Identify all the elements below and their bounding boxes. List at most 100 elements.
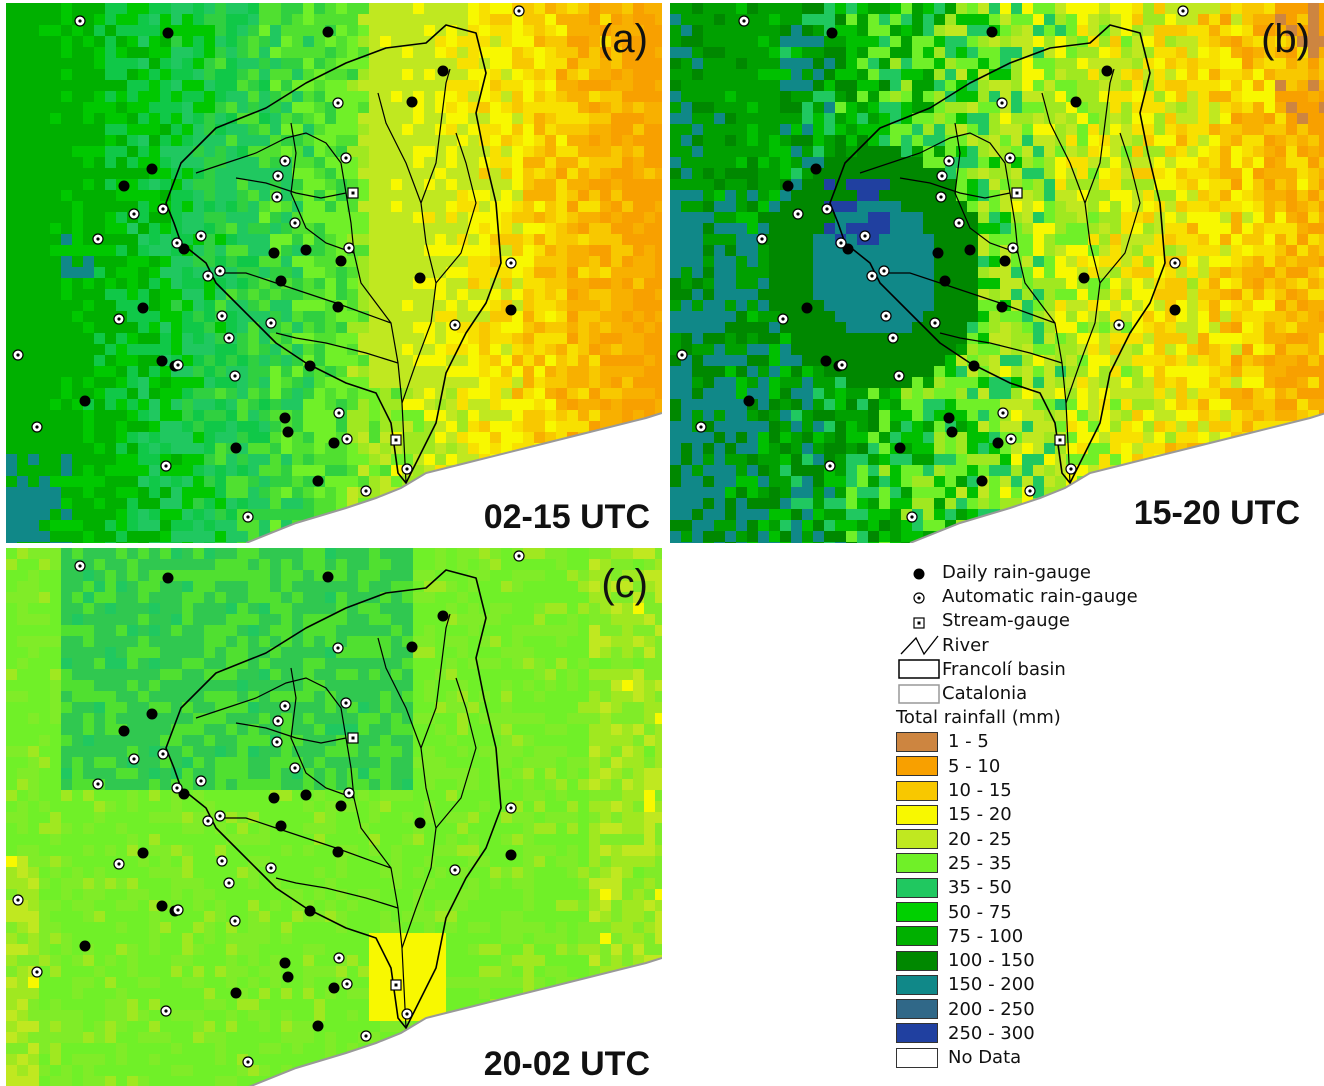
raster-cell bbox=[670, 223, 681, 234]
raster-cell bbox=[824, 223, 835, 234]
raster-cell bbox=[171, 443, 182, 454]
raster-cell bbox=[1110, 190, 1121, 201]
raster-cell bbox=[270, 487, 281, 498]
raster-cell bbox=[127, 410, 138, 421]
raster-cell bbox=[270, 267, 281, 278]
raster-cell bbox=[934, 102, 945, 113]
raster-cell bbox=[204, 234, 215, 245]
raster-cell bbox=[479, 256, 490, 267]
raster-cell bbox=[747, 47, 758, 58]
raster-cell bbox=[578, 91, 589, 102]
raster-cell bbox=[468, 289, 479, 300]
raster-cell bbox=[567, 333, 578, 344]
raster-cell bbox=[545, 355, 556, 366]
raster-cell bbox=[622, 366, 633, 377]
raster-cell bbox=[248, 69, 259, 80]
raster-cell bbox=[846, 47, 857, 58]
raster-cell bbox=[725, 267, 736, 278]
raster-cell bbox=[457, 47, 468, 58]
raster-cell bbox=[703, 322, 714, 333]
raster-cell bbox=[670, 146, 681, 157]
raster-cell bbox=[182, 135, 193, 146]
raster-cell bbox=[1176, 311, 1187, 322]
raster-cell bbox=[1044, 168, 1055, 179]
raster-cell bbox=[901, 102, 912, 113]
daily-rain-gauge bbox=[79, 395, 91, 407]
raster-cell bbox=[347, 333, 358, 344]
raster-cell bbox=[1319, 278, 1324, 289]
raster-cell bbox=[28, 454, 39, 465]
raster-cell bbox=[116, 531, 127, 542]
raster-cell bbox=[479, 113, 490, 124]
raster-cell bbox=[578, 245, 589, 256]
raster-cell bbox=[127, 355, 138, 366]
raster-cell bbox=[94, 377, 105, 388]
raster-cell bbox=[1110, 256, 1121, 267]
raster-cell bbox=[780, 289, 791, 300]
raster-cell bbox=[17, 355, 28, 366]
raster-cell bbox=[567, 245, 578, 256]
raster-cell bbox=[72, 322, 83, 333]
raster-cell bbox=[567, 190, 578, 201]
raster-cell bbox=[1297, 47, 1308, 58]
raster-cell bbox=[1055, 124, 1066, 135]
raster-cell bbox=[171, 14, 182, 25]
raster-cell bbox=[747, 3, 758, 14]
raster-cell bbox=[1231, 58, 1242, 69]
raster-cell bbox=[171, 91, 182, 102]
raster-cell bbox=[292, 47, 303, 58]
raster-cell bbox=[292, 267, 303, 278]
raster-cell bbox=[802, 212, 813, 223]
raster-cell bbox=[655, 124, 662, 135]
raster-cell bbox=[934, 135, 945, 146]
raster-cell bbox=[347, 168, 358, 179]
raster-cell bbox=[479, 245, 490, 256]
raster-cell bbox=[1165, 267, 1176, 278]
raster-cell bbox=[670, 311, 681, 322]
raster-cell bbox=[1176, 256, 1187, 267]
raster-cell bbox=[1022, 146, 1033, 157]
raster-cell bbox=[138, 102, 149, 113]
raster-cell bbox=[204, 399, 215, 410]
raster-cell bbox=[703, 58, 714, 69]
raster-cell bbox=[83, 487, 94, 498]
raster-cell bbox=[325, 234, 336, 245]
raster-cell bbox=[292, 245, 303, 256]
raster-cell bbox=[149, 80, 160, 91]
raster-cell bbox=[369, 256, 380, 267]
raster-cell bbox=[1000, 25, 1011, 36]
raster-cell bbox=[912, 267, 923, 278]
raster-cell bbox=[17, 289, 28, 300]
raster-cell bbox=[1033, 58, 1044, 69]
raster-cell bbox=[1297, 267, 1308, 278]
raster-cell bbox=[336, 289, 347, 300]
raster-cell bbox=[61, 300, 72, 311]
raster-cell bbox=[978, 47, 989, 58]
raster-cell bbox=[714, 124, 725, 135]
raster-cell bbox=[325, 289, 336, 300]
raster-cell bbox=[1000, 267, 1011, 278]
raster-cell bbox=[358, 256, 369, 267]
raster-cell bbox=[270, 509, 281, 520]
raster-cell bbox=[138, 344, 149, 355]
raster-cell bbox=[358, 465, 369, 476]
raster-cell bbox=[670, 344, 681, 355]
raster-cell bbox=[182, 509, 193, 520]
raster-cell bbox=[138, 289, 149, 300]
raster-cell bbox=[28, 179, 39, 190]
raster-cell bbox=[1066, 157, 1077, 168]
raster-cell bbox=[336, 443, 347, 454]
raster-cell bbox=[611, 135, 622, 146]
raster-cell bbox=[923, 256, 934, 267]
raster-cell bbox=[204, 289, 215, 300]
raster-cell bbox=[556, 322, 567, 333]
raster-cell bbox=[835, 289, 846, 300]
raster-cell bbox=[901, 245, 912, 256]
raster-cell bbox=[567, 135, 578, 146]
raster-cell bbox=[736, 124, 747, 135]
raster-cell bbox=[259, 355, 270, 366]
raster-cell bbox=[303, 300, 314, 311]
raster-cell bbox=[303, 124, 314, 135]
raster-cell bbox=[1187, 223, 1198, 234]
raster-cell bbox=[1033, 245, 1044, 256]
